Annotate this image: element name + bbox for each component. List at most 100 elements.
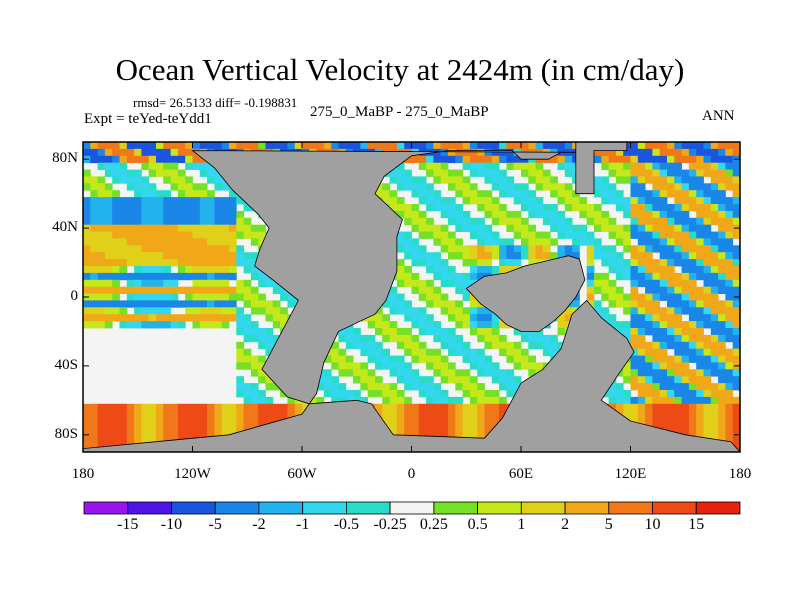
field-cell <box>469 245 478 253</box>
field-cell <box>163 162 171 170</box>
field-cell <box>688 369 697 377</box>
field-cell <box>688 259 697 267</box>
field-cell <box>710 286 719 294</box>
field-cell <box>725 424 734 432</box>
field-cell <box>681 307 690 315</box>
field-cell <box>440 369 449 377</box>
field-cell <box>637 334 646 343</box>
field-cell <box>134 272 142 281</box>
field-cell <box>557 183 566 191</box>
field-cell <box>236 417 244 425</box>
field-cell <box>440 224 449 232</box>
field-cell <box>156 190 164 198</box>
field-cell <box>667 217 675 226</box>
field-cell <box>681 321 690 329</box>
field-cell <box>521 252 529 260</box>
field-cell <box>192 231 201 239</box>
field-cell <box>382 142 390 150</box>
field-cell <box>630 362 639 370</box>
field-cell <box>725 376 734 384</box>
field-cell <box>345 341 354 350</box>
field-cell <box>104 148 113 157</box>
field-cell <box>696 417 704 425</box>
field-cell <box>156 272 164 281</box>
field-cell <box>97 286 106 294</box>
field-cell <box>214 272 223 281</box>
field-cell <box>141 279 150 288</box>
field-cell <box>207 272 215 281</box>
field-cell <box>564 245 573 253</box>
field-cell <box>163 197 171 205</box>
field-cell <box>134 293 142 301</box>
field-cell <box>703 231 712 239</box>
field-cell <box>229 286 237 294</box>
field-cell <box>404 341 412 350</box>
field-cell <box>645 300 653 308</box>
field-cell <box>542 210 551 219</box>
field-cell <box>623 403 631 412</box>
field-cell <box>710 369 719 377</box>
field-cell <box>645 355 653 363</box>
field-cell <box>710 307 719 315</box>
field-cell <box>477 169 485 177</box>
field-cell <box>477 390 485 398</box>
field-cell <box>112 155 120 164</box>
field-cell <box>484 321 493 329</box>
field-cell <box>90 410 98 418</box>
field-cell <box>360 341 369 350</box>
field-cell <box>535 245 544 253</box>
field-cell <box>104 321 113 329</box>
field-cell <box>90 286 98 294</box>
field-cell <box>411 431 420 439</box>
field-cell <box>148 321 157 329</box>
field-cell <box>594 224 602 232</box>
field-cell <box>696 210 704 219</box>
field-cell <box>615 300 624 308</box>
field-cell <box>112 176 120 184</box>
field-cell <box>718 272 726 281</box>
field-cell <box>185 431 193 439</box>
field-cell <box>411 348 420 356</box>
field-cell <box>521 348 529 356</box>
field-cell <box>696 217 704 226</box>
field-cell <box>170 155 179 164</box>
field-cell <box>681 259 690 267</box>
field-cell <box>674 252 682 260</box>
field-cell <box>353 328 361 336</box>
field-cell <box>97 314 106 322</box>
field-cell <box>506 245 515 253</box>
field-cell <box>499 369 507 377</box>
field-cell <box>90 224 98 232</box>
field-cell <box>623 259 631 267</box>
field-cell <box>477 197 485 205</box>
field-cell <box>710 259 719 267</box>
land-india-africa <box>465 255 586 332</box>
field-cell <box>652 162 661 170</box>
field-cell <box>141 238 150 246</box>
field-cell <box>170 314 179 322</box>
field-cell <box>302 403 310 412</box>
field-cell <box>615 293 624 301</box>
field-cell <box>469 259 478 267</box>
field-cell <box>199 307 208 315</box>
field-cell <box>674 259 682 267</box>
field-cell <box>192 162 201 170</box>
field-cell <box>688 307 697 315</box>
field-cell <box>688 231 697 239</box>
field-cell <box>141 417 150 425</box>
colorbar-level-label: 0.25 <box>419 516 448 533</box>
field-cell <box>535 162 544 170</box>
field-cell <box>389 355 398 363</box>
field-cell <box>491 245 500 253</box>
field-cell <box>221 321 230 329</box>
field-cell <box>170 259 179 267</box>
field-cell <box>513 245 522 253</box>
field-cell <box>688 403 697 412</box>
field-cell <box>126 197 135 205</box>
field-cell <box>637 369 646 377</box>
field-cell <box>477 328 485 336</box>
field-cell <box>258 238 266 246</box>
field-cell <box>594 217 602 226</box>
field-cell <box>229 252 237 260</box>
field-cell <box>718 286 726 294</box>
